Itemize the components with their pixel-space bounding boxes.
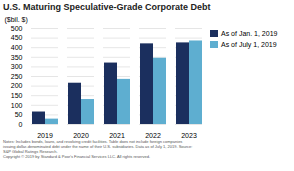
svg-text:400: 400 (11, 44, 23, 51)
html-text:issuing dollar-denominated deb: issuing dollar-denominated debt under th… (3, 144, 193, 149)
svg-text:2021: 2021 (109, 132, 125, 138)
svg-text:2022: 2022 (145, 132, 161, 138)
svg-text:450: 450 (11, 34, 23, 41)
svg-text:150: 150 (11, 92, 23, 99)
svg-text:500: 500 (11, 25, 23, 32)
html-text:U.S. Maturing Speculative-Grad: U.S. Maturing Speculative-Grade Corporat… (3, 2, 211, 12)
svg-text:200: 200 (11, 82, 23, 89)
svg-text:250: 250 (11, 73, 23, 80)
html-text:As of Jan. 1, 2019: As of Jan. 1, 2019 (221, 30, 278, 37)
svg-text:100: 100 (11, 102, 23, 109)
svg-text:2020: 2020 (73, 132, 89, 138)
html-text:As of July 1, 2019: As of July 1, 2019 (221, 41, 277, 48)
svg-text:2023: 2023 (181, 132, 197, 138)
svg-text:300: 300 (11, 63, 23, 70)
svg-text:50: 50 (15, 111, 23, 118)
html-text:S&P Global Ratings Research.: S&P Global Ratings Research. (3, 149, 58, 154)
svg-text:0: 0 (19, 121, 23, 128)
html-text:Copyright © 2019 by Standard &: Copyright © 2019 by Standard & Poor's Fi… (3, 154, 151, 159)
svg-text:($bil. $): ($bil. $) (5, 16, 28, 24)
svg-text:350: 350 (11, 54, 23, 61)
html-text:Notes: Includes bonds, loans,: Notes: Includes bonds, loans, and revolv… (3, 139, 183, 144)
svg-text:2019: 2019 (37, 132, 53, 138)
